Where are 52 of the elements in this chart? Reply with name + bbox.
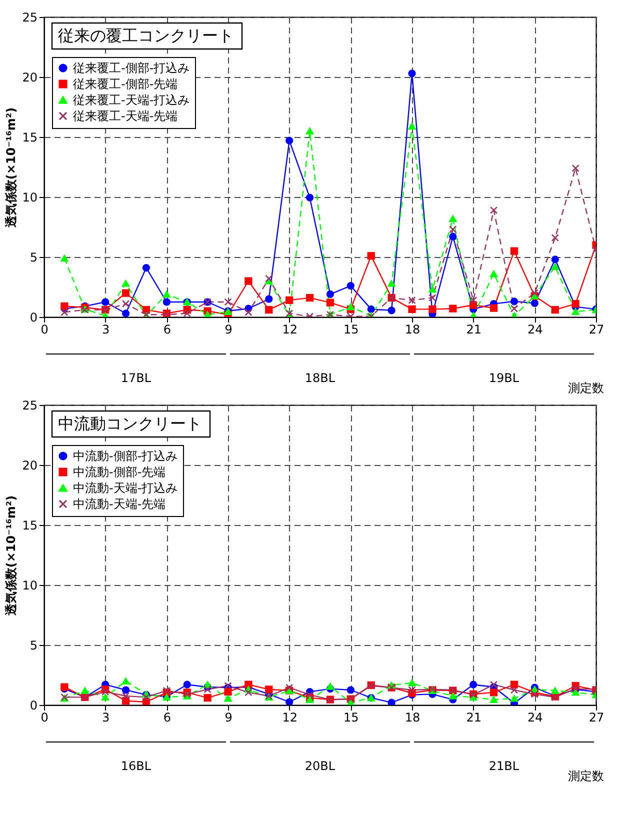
legend-label: 従来覆工-天端-打込み [73,93,190,107]
x-tick-label: 0 [40,710,48,724]
legend-label: 中流動-天端-打込み [73,481,178,495]
x-tick-label: 6 [163,322,171,336]
y-tick-label: 0 [30,310,38,324]
x-tick-label: 12 [282,710,298,724]
x-tick-label: 12 [282,322,298,336]
y-tick-label: 10 [22,578,38,592]
text: 19BL [488,371,520,385]
y-tick-label: 0 [30,698,38,712]
x-tick-label: 21 [466,710,482,724]
y-tick-label: 20 [22,70,38,84]
legend-label: 中流動-天端-先端 [73,497,166,511]
text: 20BL [304,759,336,773]
y-tick-label: 25 [22,398,38,412]
x-tick-label: 3 [102,710,110,724]
y-tick-label: 20 [22,458,38,472]
y-tick-label: 25 [22,10,38,24]
x-tick-label: 21 [466,322,482,336]
x-tick-label: 27 [588,710,604,724]
y-tick-label: 15 [22,130,38,144]
y-tick-label: 15 [22,518,38,532]
text: 中流動コンクリート [58,414,202,433]
x-tick-label: 3 [102,322,110,336]
x-tick-label: 18 [404,710,420,724]
y-tick-label: 5 [30,638,38,652]
x-axis-title: 測定数 [568,381,604,395]
x-tick-label: 24 [528,710,543,724]
legend-label: 従来覆工-側部-先端 [73,77,178,91]
x-tick-label: 6 [163,710,171,724]
legend-label: 中流動-側部-先端 [73,465,166,479]
x-tick-label: 27 [588,322,604,336]
x-tick-label: 15 [344,322,359,336]
x-tick-label: 9 [224,322,232,336]
y-tick-label: 10 [22,190,38,204]
text: 16BL [120,759,152,773]
legend-label: 従来覆工-側部-打込み [73,61,190,75]
text: 18BL [304,371,336,385]
x-tick-label: 15 [344,710,359,724]
y-axis-title: 透気係数(×10⁻¹⁶m²) [4,495,18,617]
y-axis-title: 透気係数(×10⁻¹⁶m²) [4,107,18,229]
y-tick-label: 5 [30,250,38,264]
text: 従来の覆工コンクリート [58,26,234,45]
x-tick-label: 9 [224,710,232,724]
x-axis-title: 測定数 [568,769,604,783]
x-tick-label: 0 [40,322,48,336]
legend-label: 従来覆工-天端-先端 [73,109,178,123]
text: 21BL [488,759,520,773]
legend-label: 中流動-側部-打込み [73,449,178,463]
x-tick-label: 18 [404,322,420,336]
text: 17BL [120,371,152,385]
x-tick-label: 24 [528,322,543,336]
